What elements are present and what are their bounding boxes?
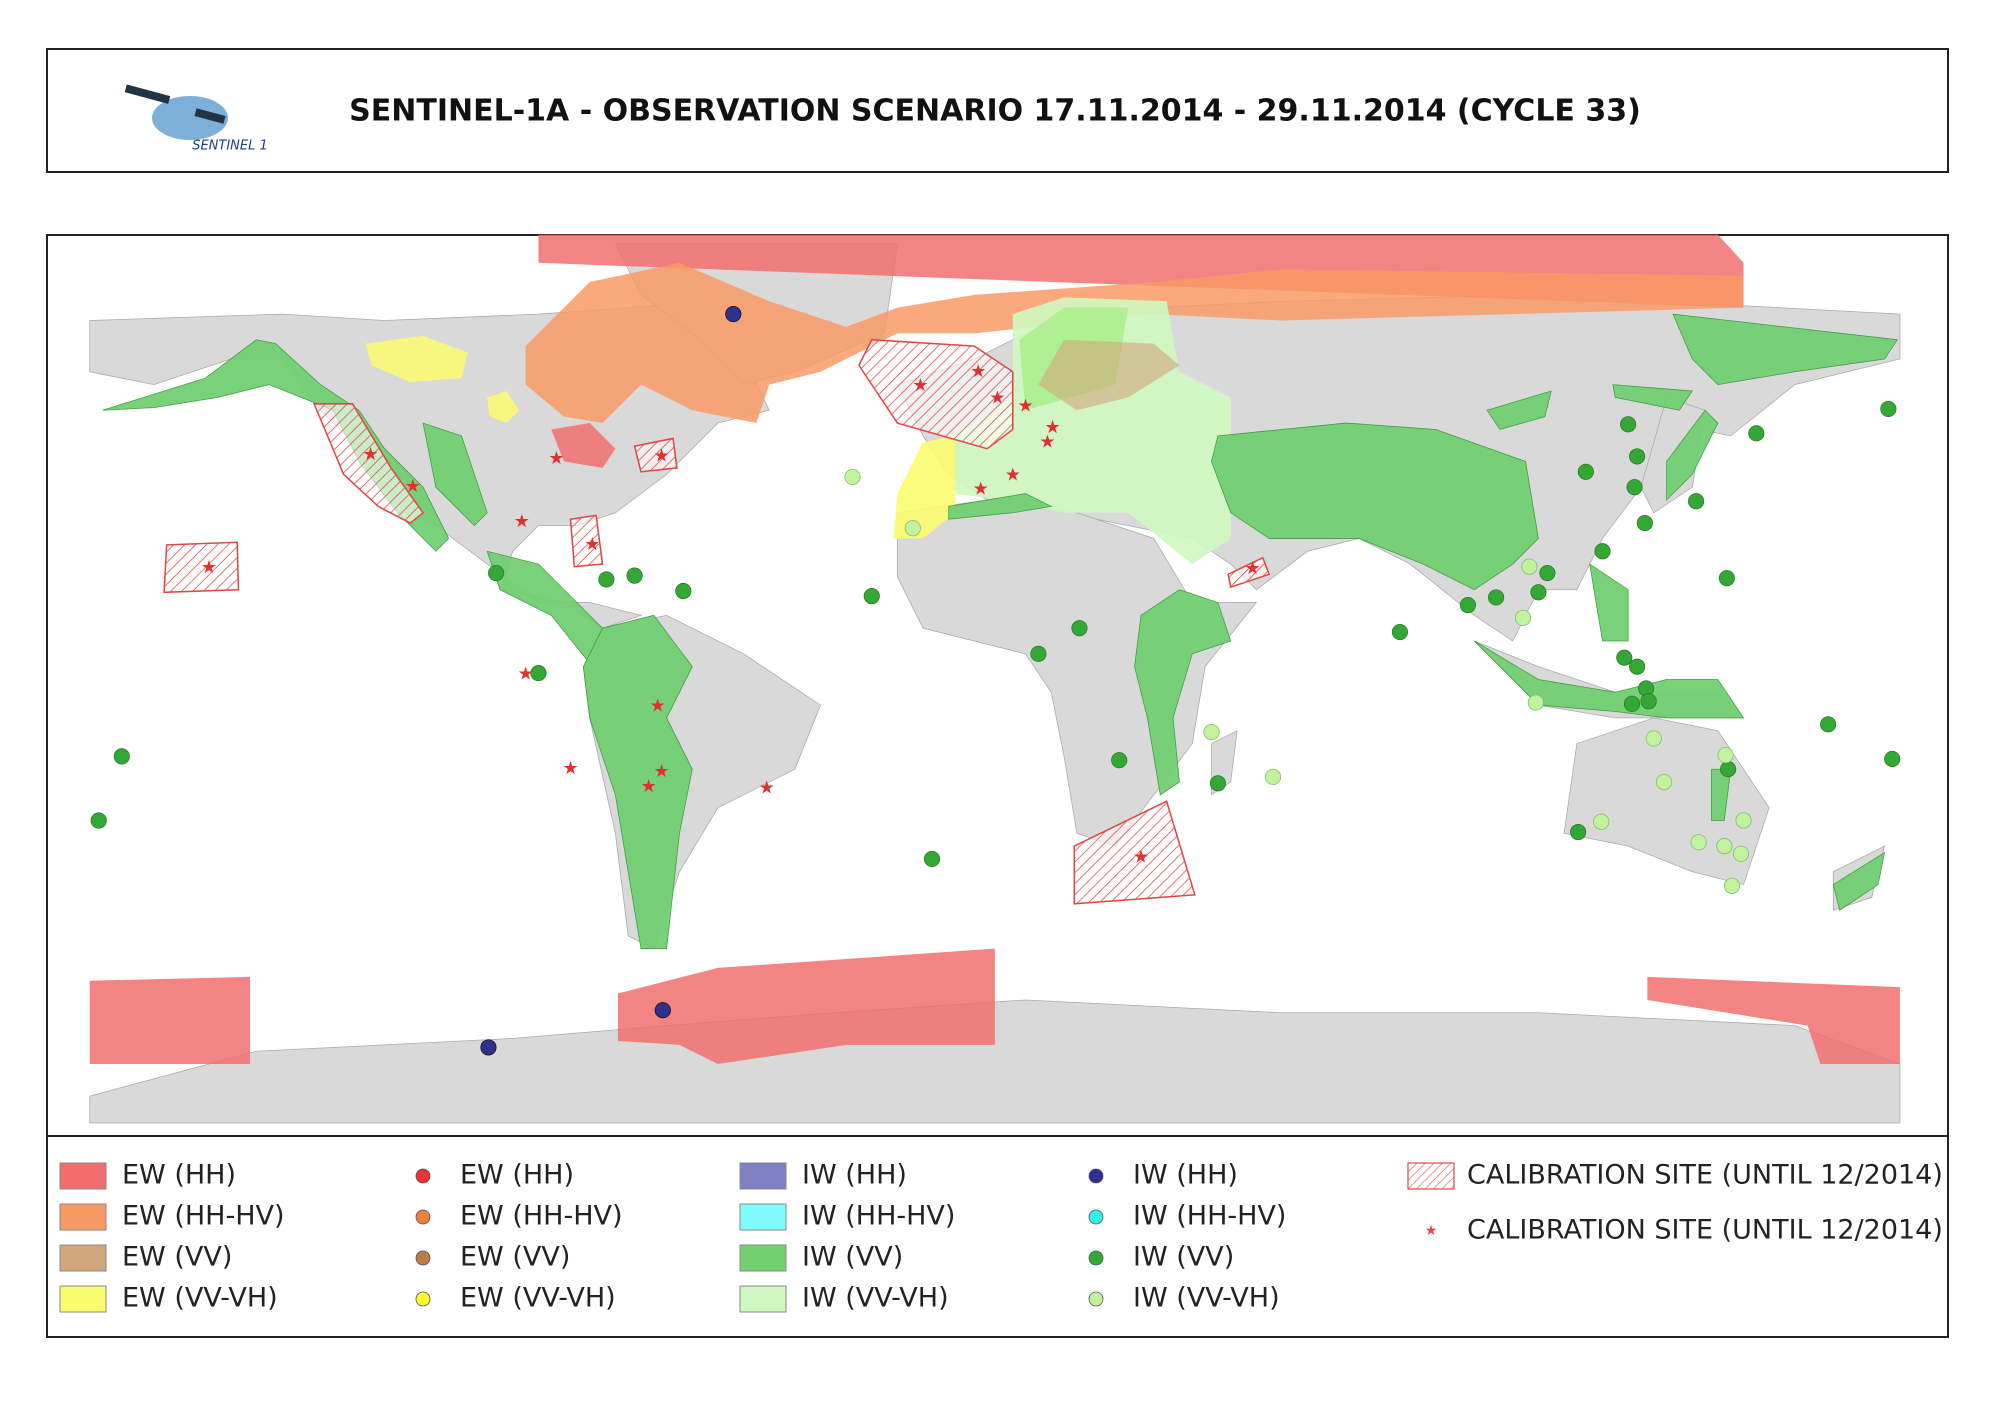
points-light	[844, 468, 1752, 894]
logo-text: SENTINEL 1	[192, 139, 268, 154]
legend-label: IW (VV)	[802, 1242, 903, 1273]
legend-label: IW (HH-HV)	[802, 1201, 955, 1232]
legend-label: CALIBRATION SITE (UNTIL 12/2014)	[1467, 1215, 1943, 1246]
legend-box	[46, 1135, 1949, 1338]
legend-label: EW (HH)	[122, 1160, 236, 1191]
legend-swatch	[59, 1285, 107, 1313]
legend-dot	[1088, 1291, 1104, 1307]
svg-text:★: ★	[518, 663, 534, 684]
legend-label: IW (HH)	[1133, 1160, 1238, 1191]
svg-text:★: ★	[1039, 431, 1055, 452]
legend-swatch	[739, 1162, 787, 1190]
legend-dot	[415, 1209, 431, 1225]
calibration-stars: ★★★★★★★★★★ ★★ ★★★★ ★★★★★★★	[201, 361, 1261, 868]
legend-dot	[415, 1168, 431, 1184]
svg-text:★: ★	[1044, 417, 1060, 438]
legend-label: EW (VV-VH)	[460, 1283, 616, 1314]
legend-swatch	[59, 1162, 107, 1190]
svg-text:★: ★	[562, 758, 578, 779]
svg-text:★: ★	[653, 445, 669, 466]
map: ★★★★★★★★★★ ★★ ★★★★ ★★★★★★★	[89, 234, 1901, 1124]
svg-text:★: ★	[362, 444, 378, 465]
svg-text:★: ★	[405, 476, 421, 497]
legend-label: EW (HH-HV)	[460, 1201, 623, 1232]
svg-text:★: ★	[912, 375, 928, 396]
legend-label: IW (VV)	[1133, 1242, 1234, 1273]
svg-text:★: ★	[1244, 558, 1260, 579]
legend-label: EW (VV)	[460, 1242, 570, 1273]
svg-text:★: ★	[641, 776, 657, 797]
svg-text:★: ★	[653, 761, 669, 782]
svg-text:★: ★	[650, 695, 666, 716]
svg-text:★: ★	[548, 448, 564, 469]
legend-swatch	[739, 1244, 787, 1272]
legend-label: IW (HH)	[802, 1160, 907, 1191]
svg-text:★: ★	[970, 361, 986, 382]
points-hh	[480, 306, 742, 1056]
svg-text:★: ★	[989, 388, 1005, 409]
svg-text:★: ★	[1018, 395, 1034, 416]
svg-text:★: ★	[584, 534, 600, 555]
svg-text:★: ★	[201, 557, 217, 578]
legend-swatch	[59, 1244, 107, 1272]
points	[90, 400, 1901, 868]
legend-dot	[415, 1250, 431, 1266]
legend-swatch	[59, 1203, 107, 1231]
legend-label: CALIBRATION SITE (UNTIL 12/2014)	[1467, 1160, 1943, 1191]
legend-label: IW (VV-VH)	[1133, 1283, 1280, 1314]
legend-dot	[415, 1291, 431, 1307]
legend-star: ★	[1425, 1223, 1438, 1239]
legend-label: IW (HH-HV)	[1133, 1201, 1286, 1232]
svg-text:★: ★	[1133, 847, 1149, 868]
svg-text:★: ★	[1005, 465, 1021, 486]
legend: EW (HH) EW (HH-HV) EW (VV) EW (VV-VH) EW (HH…	[59, 1160, 1943, 1314]
header-box	[46, 48, 1949, 173]
logo: SENTINEL 1	[124, 84, 268, 154]
legend-label: IW (VV-VH)	[802, 1283, 949, 1314]
svg-text:★: ★	[973, 479, 989, 500]
title: SENTINEL-1A - OBSERVATION SCENARIO 17.11…	[349, 94, 1641, 129]
legend-dot	[1088, 1209, 1104, 1225]
legend-swatch	[739, 1203, 787, 1231]
legend-label: EW (HH)	[460, 1160, 574, 1191]
svg-text:★: ★	[514, 511, 530, 532]
legend-label: EW (VV-VH)	[122, 1283, 278, 1314]
legend-hatch	[1407, 1162, 1455, 1190]
legend-label: EW (HH-HV)	[122, 1201, 285, 1232]
legend-dot	[1088, 1168, 1104, 1184]
legend-swatch	[739, 1285, 787, 1313]
legend-dot	[1088, 1250, 1104, 1266]
legend-label: EW (VV)	[122, 1242, 232, 1273]
svg-text:★: ★	[759, 777, 775, 798]
